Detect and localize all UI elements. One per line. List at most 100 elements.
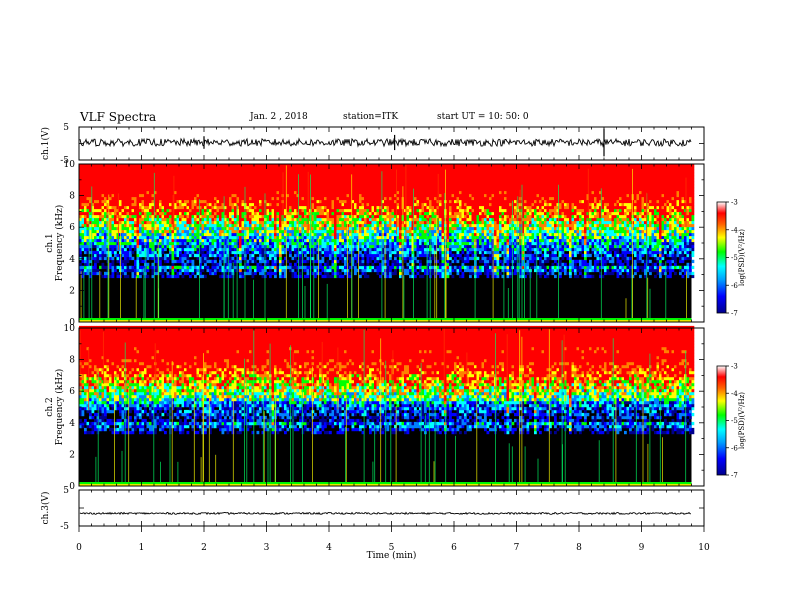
spectrogram-cell [154, 217, 157, 222]
spectrogram-cell [144, 199, 147, 204]
spectrogram-cell [146, 205, 150, 210]
spectrogram-cell [134, 199, 137, 204]
spectrogram-cell [199, 265, 202, 270]
spectrogram-cell [304, 163, 307, 168]
spectrogram-cell [319, 229, 322, 234]
spectrogram-cell [101, 256, 105, 261]
spectrogram-cell [79, 268, 82, 273]
spectrogram-cell [116, 202, 120, 207]
spectrogram-cell [304, 223, 307, 228]
spectrogram-cell [324, 169, 327, 174]
spectrogram-cell [381, 172, 385, 177]
spectrogram-cell [206, 223, 210, 228]
spectrogram-cell [276, 229, 280, 234]
spectrogram-cell [274, 241, 277, 246]
spectrogram-cell [316, 259, 320, 264]
spectrogram-cell [181, 253, 185, 258]
spectrogram-cell [359, 241, 362, 246]
spectrogram-cell [256, 265, 260, 270]
spectrogram-cell [251, 184, 255, 189]
spectrogram-cell [399, 184, 402, 189]
spectrogram-cell [356, 166, 360, 171]
spectrogram-cell [139, 205, 142, 210]
spectrogram-cell [226, 184, 230, 189]
spectrogram-cell [206, 232, 210, 237]
spectrogram-cell [219, 241, 222, 246]
spectrogram-cell [321, 211, 325, 216]
spectrogram-cell [406, 265, 410, 270]
spectrogram-cell [206, 250, 210, 255]
spectrogram-cell [414, 223, 417, 228]
spectrogram-cell [149, 166, 152, 171]
spectrogram-cell [219, 268, 222, 273]
spectrogram-cell [229, 190, 232, 195]
spectrogram-cell [426, 172, 430, 177]
spectrogram-cell [236, 268, 240, 273]
spectrogram-cell [141, 193, 145, 198]
spectrogram-cell [91, 199, 95, 204]
spectrogram-cell [181, 166, 185, 171]
spectrogram-cell [116, 238, 120, 243]
spectrogram-cell [239, 181, 242, 186]
spectrogram-cell [151, 271, 155, 276]
spectrogram-cell [311, 250, 315, 255]
spectrogram-cell [86, 217, 90, 222]
spectrogram-cell [371, 238, 375, 243]
spectrogram-cell [89, 184, 92, 189]
spectrogram-cell [221, 256, 225, 261]
spectrogram-cell [289, 223, 292, 228]
spectrogram-cell [411, 247, 415, 252]
spectrogram-cell [241, 166, 245, 171]
spectrogram-cell [101, 211, 105, 216]
spectrogram-cell [329, 187, 332, 192]
spectrogram-cell [246, 259, 250, 264]
spectrogram-cell [129, 244, 132, 249]
spectrogram-cell [104, 169, 107, 174]
spectrogram-cell [336, 271, 340, 276]
spectrogram-cell [389, 205, 392, 210]
spectrogram-cell [109, 244, 112, 249]
spectrogram-cell [79, 241, 82, 246]
spectrogram-cell [334, 178, 337, 183]
spectrogram-cell [166, 211, 170, 216]
spectrogram-cell [411, 178, 415, 183]
spectrogram-cell [294, 187, 297, 192]
spectrogram-cell [119, 220, 122, 225]
spectrogram-cell [276, 211, 280, 216]
spectrogram-cell [256, 208, 260, 213]
spectrogram-cell [161, 274, 165, 279]
spectrogram-cell [421, 217, 425, 222]
spectrogram-cell [379, 208, 382, 213]
spectrogram-cell [291, 235, 295, 240]
spectrogram-cell [349, 238, 352, 243]
spectrogram-cell [344, 205, 347, 210]
spectrogram-cell [171, 181, 175, 186]
spectrogram-cell [201, 268, 205, 273]
spectrogram-cell [411, 187, 415, 192]
spectrogram-cell [251, 223, 255, 228]
spectrogram-cell [296, 211, 300, 216]
spectrogram-cell [261, 205, 265, 210]
spectrogram-cell [419, 229, 422, 234]
spectrogram-cell [174, 265, 177, 270]
spectrogram-cell [316, 199, 320, 204]
spectrogram-cell [316, 202, 320, 207]
spectrogram-cell [209, 211, 212, 216]
spectrogram-cell [426, 241, 430, 246]
spectrogram-cell [299, 175, 302, 180]
spectrogram-cell [136, 208, 140, 213]
spectrogram-cell [271, 190, 275, 195]
spectrogram-cell [184, 217, 187, 222]
spectrogram-cell [396, 259, 400, 264]
spectrogram-cell [114, 223, 117, 228]
spectrogram-cell [106, 172, 110, 177]
spectrogram-cell [294, 253, 297, 258]
spectrogram-cell [154, 193, 157, 198]
spectrogram-cell [144, 163, 147, 168]
spectrogram-cell [316, 232, 320, 237]
spectrogram-cell [361, 208, 365, 213]
spectrogram-cell [304, 232, 307, 237]
spectrogram-cell [191, 190, 195, 195]
spectrogram-cell [371, 262, 375, 267]
spectrogram-cell [106, 190, 110, 195]
